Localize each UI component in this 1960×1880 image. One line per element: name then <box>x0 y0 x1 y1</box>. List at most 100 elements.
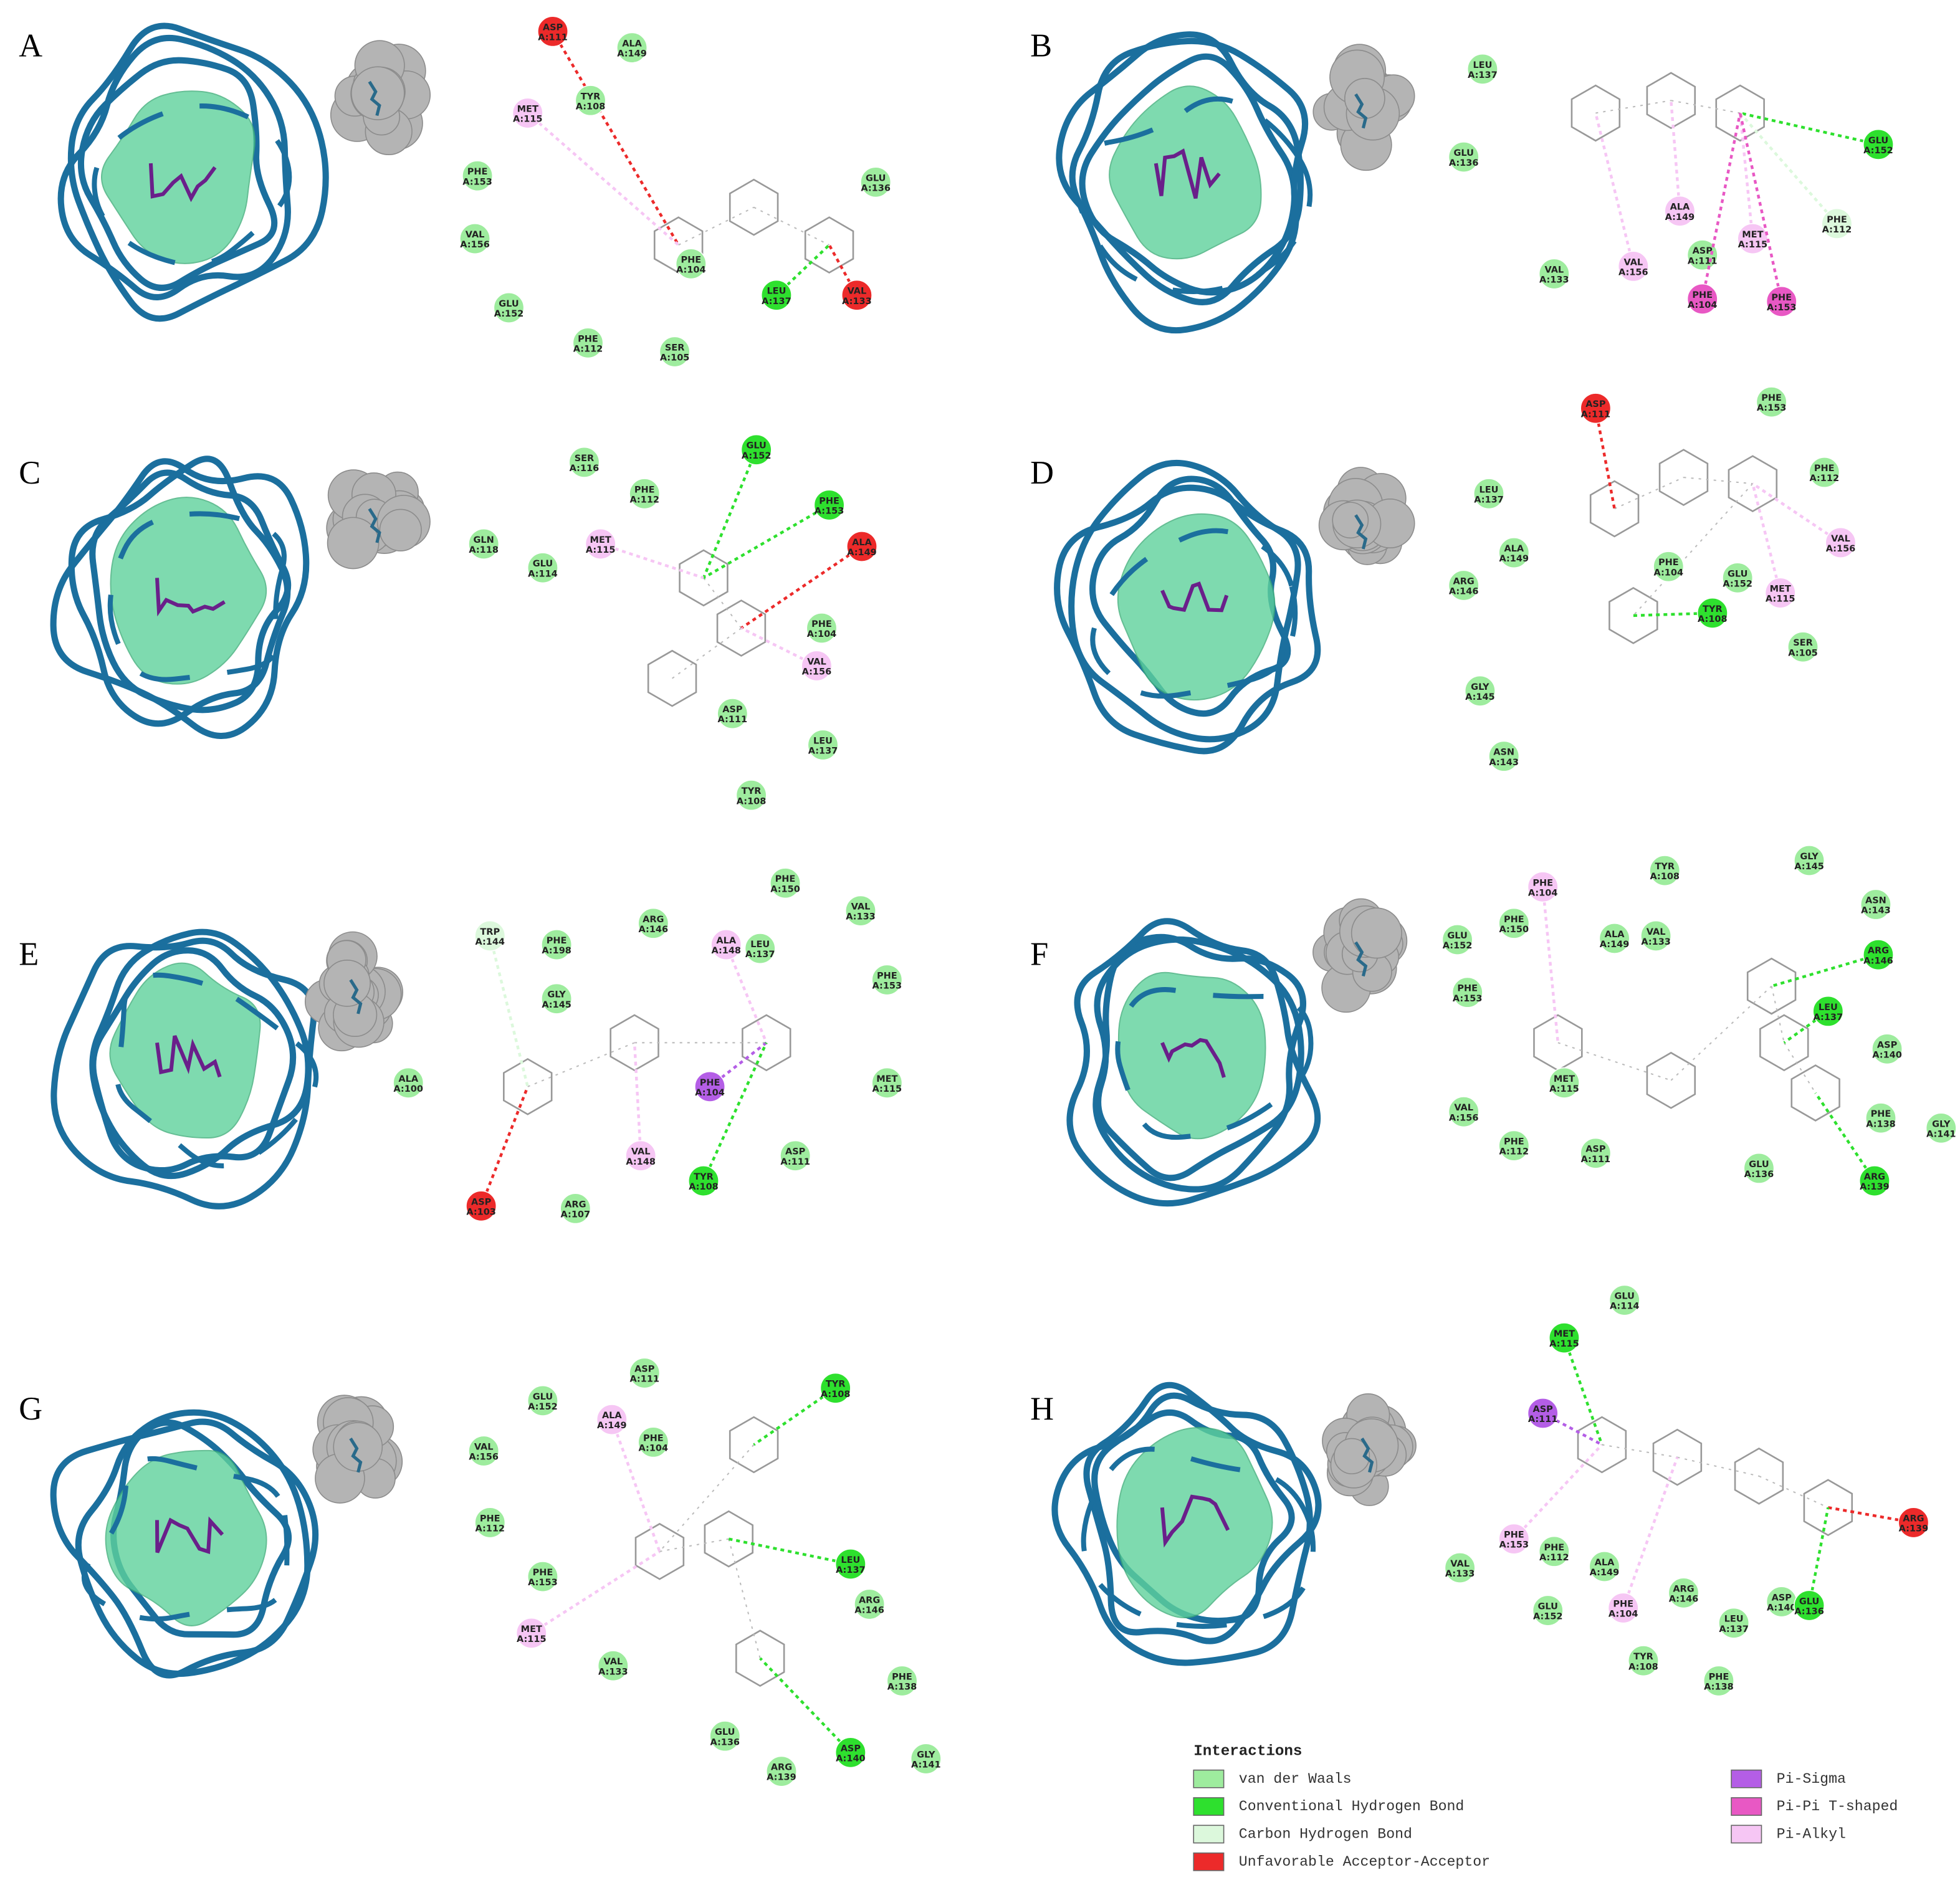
ligand-bond <box>659 1444 755 1552</box>
residue-name: PHE <box>1814 464 1835 474</box>
residue-id: A:112 <box>1809 474 1839 484</box>
residue-disc <box>1794 844 1825 876</box>
molecular-surface <box>323 959 371 1007</box>
residue-name: ASP <box>1533 1405 1554 1415</box>
residue-id: A:145 <box>542 1000 571 1010</box>
residue-disc <box>1653 551 1685 583</box>
residue-id: A:152 <box>742 451 772 461</box>
residue-id: A:107 <box>561 1210 591 1220</box>
legend-swatch <box>1731 1797 1762 1816</box>
residue-disc <box>1718 1607 1750 1639</box>
residue-name: GLU <box>746 441 766 451</box>
residue-name: GLU <box>1447 931 1467 941</box>
interaction-line <box>1513 1443 1604 1540</box>
residue-name: ARG <box>771 1763 792 1773</box>
residue-disc <box>1441 923 1473 955</box>
residue-name: ARG <box>1864 1172 1885 1182</box>
residue-id: A:153 <box>1453 994 1483 1004</box>
protein-ribbon <box>1081 1446 1316 1629</box>
residue-id: A:108 <box>1650 872 1680 882</box>
residue-id: A:149 <box>1665 212 1695 222</box>
residue-id: A:153 <box>1757 403 1787 413</box>
protein-ribbon <box>67 22 329 322</box>
residue-disc <box>638 907 669 939</box>
ligand-ring <box>679 549 729 607</box>
residue-name: PHE <box>547 936 567 946</box>
residue-id: A:133 <box>1445 1569 1475 1579</box>
legend: Interactions van der Waals Conventional Hy… <box>1193 1743 1898 1871</box>
residue-id: A:104 <box>1654 568 1684 578</box>
molecular-surface <box>327 517 380 570</box>
residue-id: A:153 <box>1499 1540 1529 1550</box>
residue-name: MET <box>1742 230 1763 240</box>
panel-label: F <box>1030 936 1048 972</box>
residue-disc <box>474 1507 506 1539</box>
residue-id: A:139 <box>1860 1182 1890 1192</box>
binding-surface <box>109 962 261 1138</box>
ligand-bond <box>1670 985 1772 1081</box>
residue-disc <box>527 552 558 584</box>
legend-label: van der Waals <box>1239 1771 1352 1787</box>
residue-disc <box>1696 597 1728 629</box>
legend-swatch <box>1193 1825 1225 1844</box>
protein-ribbon <box>89 928 312 1180</box>
ligand-ring <box>1589 480 1640 538</box>
residue-name: MET <box>590 535 611 545</box>
protein-ribbon <box>68 456 291 727</box>
interaction-line <box>610 1419 661 1552</box>
residue-name: LEU <box>750 940 770 950</box>
residue-disc <box>462 160 494 192</box>
panel: HGLUA:114META:115ASPA:111ARGA:139PHEA:15… <box>1030 1284 1929 1697</box>
legend-swatch <box>1731 1769 1762 1788</box>
residue-disc <box>1448 570 1480 601</box>
residue-name: ARG <box>643 915 664 925</box>
residue-name: PHE <box>1504 1530 1524 1540</box>
residue-name: ARG <box>1903 1514 1924 1524</box>
ligand-ring <box>1790 1064 1840 1122</box>
residue-disc <box>860 166 892 198</box>
residue-disc <box>1743 1152 1775 1184</box>
residue-name: PHE <box>811 619 832 629</box>
ligand-ring <box>1715 84 1765 142</box>
residue-id: A:146 <box>639 925 669 935</box>
residue-disc <box>871 1067 903 1099</box>
residue-disc <box>1498 907 1530 939</box>
residue-disc <box>1794 1590 1825 1621</box>
residue-name: MET <box>876 1074 897 1084</box>
ligand-ring <box>610 1014 659 1072</box>
residue-disc <box>629 1357 661 1389</box>
residue-disc <box>846 530 877 562</box>
residue-name: PHE <box>1504 915 1524 925</box>
residue-name: TYR <box>1703 604 1723 614</box>
interaction-line <box>489 935 529 1087</box>
residue-id: A:152 <box>1443 941 1473 951</box>
protein-ribbon <box>89 469 292 713</box>
residue-disc <box>694 1071 726 1102</box>
ligand-3d <box>1160 1494 1230 1548</box>
residue-name: PHE <box>480 1514 500 1524</box>
residue-name: GLY <box>917 1750 935 1760</box>
residue-disc <box>1498 1523 1530 1555</box>
residue-name: PHE <box>1613 1600 1633 1610</box>
residue-name: GLU <box>499 299 519 309</box>
residue-name: PHE <box>1532 878 1553 888</box>
residue-name: GLU <box>1799 1596 1819 1606</box>
residue-disc <box>466 1190 497 1222</box>
ligand-bond <box>1771 986 1785 1043</box>
residue-id: A:156 <box>802 667 832 677</box>
ligand-ring <box>804 216 854 274</box>
interaction-line <box>1752 482 1842 544</box>
residue-id: A:111 <box>718 715 748 725</box>
legend-swatch <box>1731 1825 1762 1844</box>
residue-name: LEU <box>1819 1003 1838 1013</box>
residue-disc <box>1865 1102 1896 1134</box>
residue-name: TYR <box>742 786 762 796</box>
residue-name: PHE <box>533 1568 553 1578</box>
residue-id: A:111 <box>1581 1155 1611 1165</box>
residue-id: A:137 <box>762 297 791 307</box>
interaction-line <box>1771 953 1879 988</box>
ligand-ring <box>503 1058 553 1115</box>
residue-id: A:149 <box>1590 1568 1620 1578</box>
molecular-surface <box>1344 78 1385 119</box>
residue-name: ASN <box>1865 896 1886 906</box>
